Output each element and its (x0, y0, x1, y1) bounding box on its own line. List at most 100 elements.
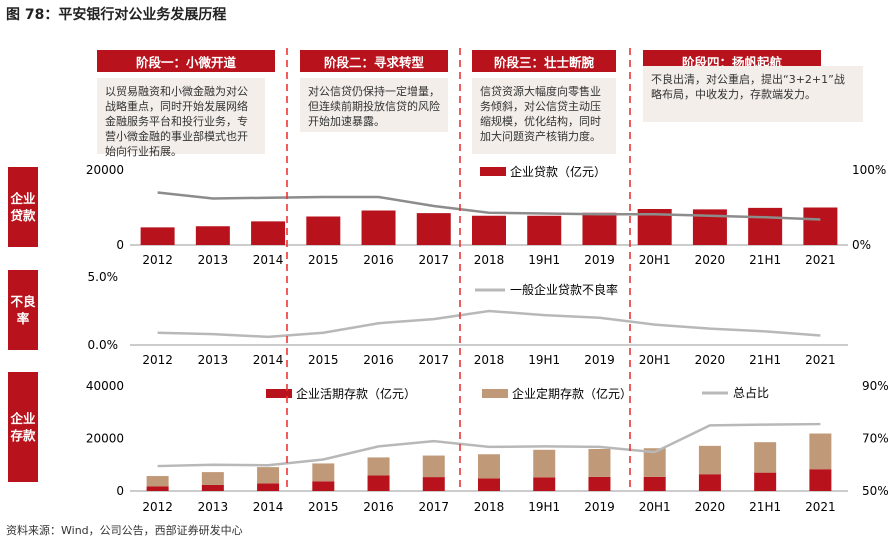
npl-x-tick: 19H1 (528, 353, 560, 367)
phase-3-header: 阶段三：壮士断腕 (472, 50, 616, 72)
time-deposit-bar (643, 448, 666, 477)
npl-y-tick: 5.0% (88, 270, 119, 284)
npl-legend-label: 一般企业贷款不良率 (510, 282, 618, 297)
time-deposit-bar (257, 467, 280, 484)
loans-legend-swatch (480, 167, 506, 176)
side-label-loans: 企业贷款 (8, 167, 38, 247)
npl-x-tick: 2013 (198, 353, 229, 367)
loan-bar (361, 210, 396, 245)
loan-bar (251, 221, 286, 245)
deposits-x-tick: 20H1 (639, 500, 671, 514)
source-note: 资料来源：Wind，公司公告，西部证券研发中心 (6, 524, 243, 537)
deposits-x-tick: 2014 (253, 500, 284, 514)
loans-x-tick: 2012 (142, 253, 173, 267)
loan-bar (803, 207, 838, 245)
deposits-y-tick: 0 (116, 484, 124, 498)
npl-line (157, 309, 821, 339)
demand-deposit-bar (257, 483, 280, 491)
loan-bar (140, 227, 175, 245)
time-deposit-bar (533, 449, 556, 478)
demand-legend-label: 企业活期存款（亿元） (296, 386, 416, 401)
phase-1-description: 以贸易融资和小微金融为对公战略重点，同时开始发展网络金融服务平台和投行业务，专营… (97, 78, 265, 158)
time-deposit-bar (588, 449, 611, 477)
loan-bar (472, 215, 506, 245)
demand-deposit-bar (312, 481, 335, 491)
time-deposit-bar (698, 445, 721, 475)
npl-x-tick: 2014 (253, 353, 284, 367)
time-deposit-bar (809, 433, 832, 470)
deposits-x-tick: 2015 (308, 500, 339, 514)
loan-bar (416, 213, 451, 245)
side-label-npl: 不良率 (8, 270, 38, 350)
loans-legend-label: 企业贷款（亿元） (510, 164, 606, 179)
deposits-x-tick: 2020 (695, 500, 726, 514)
loans-x-tick: 2021 (805, 253, 836, 267)
deposits-y-tick: 40000 (86, 379, 124, 393)
loans-x-tick: 2017 (418, 253, 449, 267)
loans-x-tick: 19H1 (528, 253, 560, 267)
deposits-x-tick: 2013 (198, 500, 229, 514)
loan-bar (306, 216, 341, 245)
loan-ratio-line (157, 191, 821, 221)
deposits-y2-tick: 90% (862, 379, 889, 393)
time-deposit-bar (201, 472, 224, 485)
loans-x-tick: 2018 (474, 253, 505, 267)
figure-title: 图 78：平安银行对公业务发展历程 (6, 7, 227, 23)
npl-x-tick: 2019 (584, 353, 615, 367)
npl-y-tick: 0.0% (88, 338, 119, 352)
time-deposit-bar (754, 442, 777, 473)
demand-deposit-bar (422, 477, 445, 491)
deposits-x-tick: 2019 (584, 500, 615, 514)
share-legend-label: 总占比 (733, 385, 769, 400)
demand-deposit-bar (754, 472, 777, 491)
loans-y2-tick: 0% (852, 238, 871, 252)
loan-bar (195, 226, 230, 245)
demand-deposit-bar (367, 475, 390, 491)
phase-3-description: 信贷资源大幅度向零售业务倾斜，对公信贷主动压缩规模，优化结构，同时加大问题资产核… (472, 78, 616, 154)
time-deposit-bar (146, 476, 169, 487)
loans-x-tick: 2019 (584, 253, 615, 267)
time-deposit-bar (367, 457, 390, 476)
npl-x-tick: 21H1 (749, 353, 781, 367)
loan-bar (527, 215, 562, 245)
npl-x-tick: 2012 (142, 353, 173, 367)
npl-x-tick: 2015 (308, 353, 339, 367)
loans-x-tick: 20H1 (639, 253, 671, 267)
time-deposit-bar (422, 455, 445, 478)
deposits-x-tick: 21H1 (749, 500, 781, 514)
deposits-y2-tick: 50% (862, 484, 889, 498)
loan-bar (748, 207, 783, 245)
loans-y-tick: 20000 (86, 163, 124, 177)
demand-deposit-bar (201, 484, 224, 491)
time-legend-label: 企业定期存款（亿元） (512, 386, 632, 401)
demand-deposit-bar (643, 476, 666, 491)
deposits-x-tick: 19H1 (528, 500, 560, 514)
loans-x-tick: 21H1 (749, 253, 781, 267)
time-deposit-bar (478, 454, 500, 479)
loans-y2-tick: 100% (852, 163, 886, 177)
loan-bar (582, 212, 617, 245)
loans-y-tick: 0 (116, 238, 124, 252)
npl-x-tick: 2017 (418, 353, 449, 367)
deposits-y2-tick: 70% (862, 432, 889, 446)
demand-deposit-bar (146, 486, 169, 491)
demand-deposit-bar (809, 469, 832, 491)
deposit-share-line (157, 422, 821, 468)
deposits-x-tick: 2016 (363, 500, 394, 514)
phase-1-header: 阶段一：小微开道 (97, 50, 275, 72)
demand-deposit-bar (588, 476, 611, 491)
deposits-x-tick: 2021 (805, 500, 836, 514)
demand-deposit-bar (698, 474, 721, 491)
npl-x-tick: 2018 (474, 353, 505, 367)
time-deposit-bar (312, 463, 335, 482)
time-legend-swatch (482, 389, 508, 398)
demand-legend-swatch (266, 389, 292, 398)
phase-2-header: 阶段二：寻求转型 (300, 50, 448, 72)
deposits-x-tick: 2018 (474, 500, 505, 514)
phase-4-description: 不良出清，对公重启，提出“3+2+1”战略布局，中收发力，存款端发力。 (643, 66, 863, 122)
phase-2-description: 对公信贷仍保持一定增量，但连续前期投放信贷的风险开始加速暴露。 (300, 78, 448, 132)
demand-deposit-bar (533, 477, 556, 491)
npl-x-tick: 2021 (805, 353, 836, 367)
deposits-x-tick: 2012 (142, 500, 173, 514)
